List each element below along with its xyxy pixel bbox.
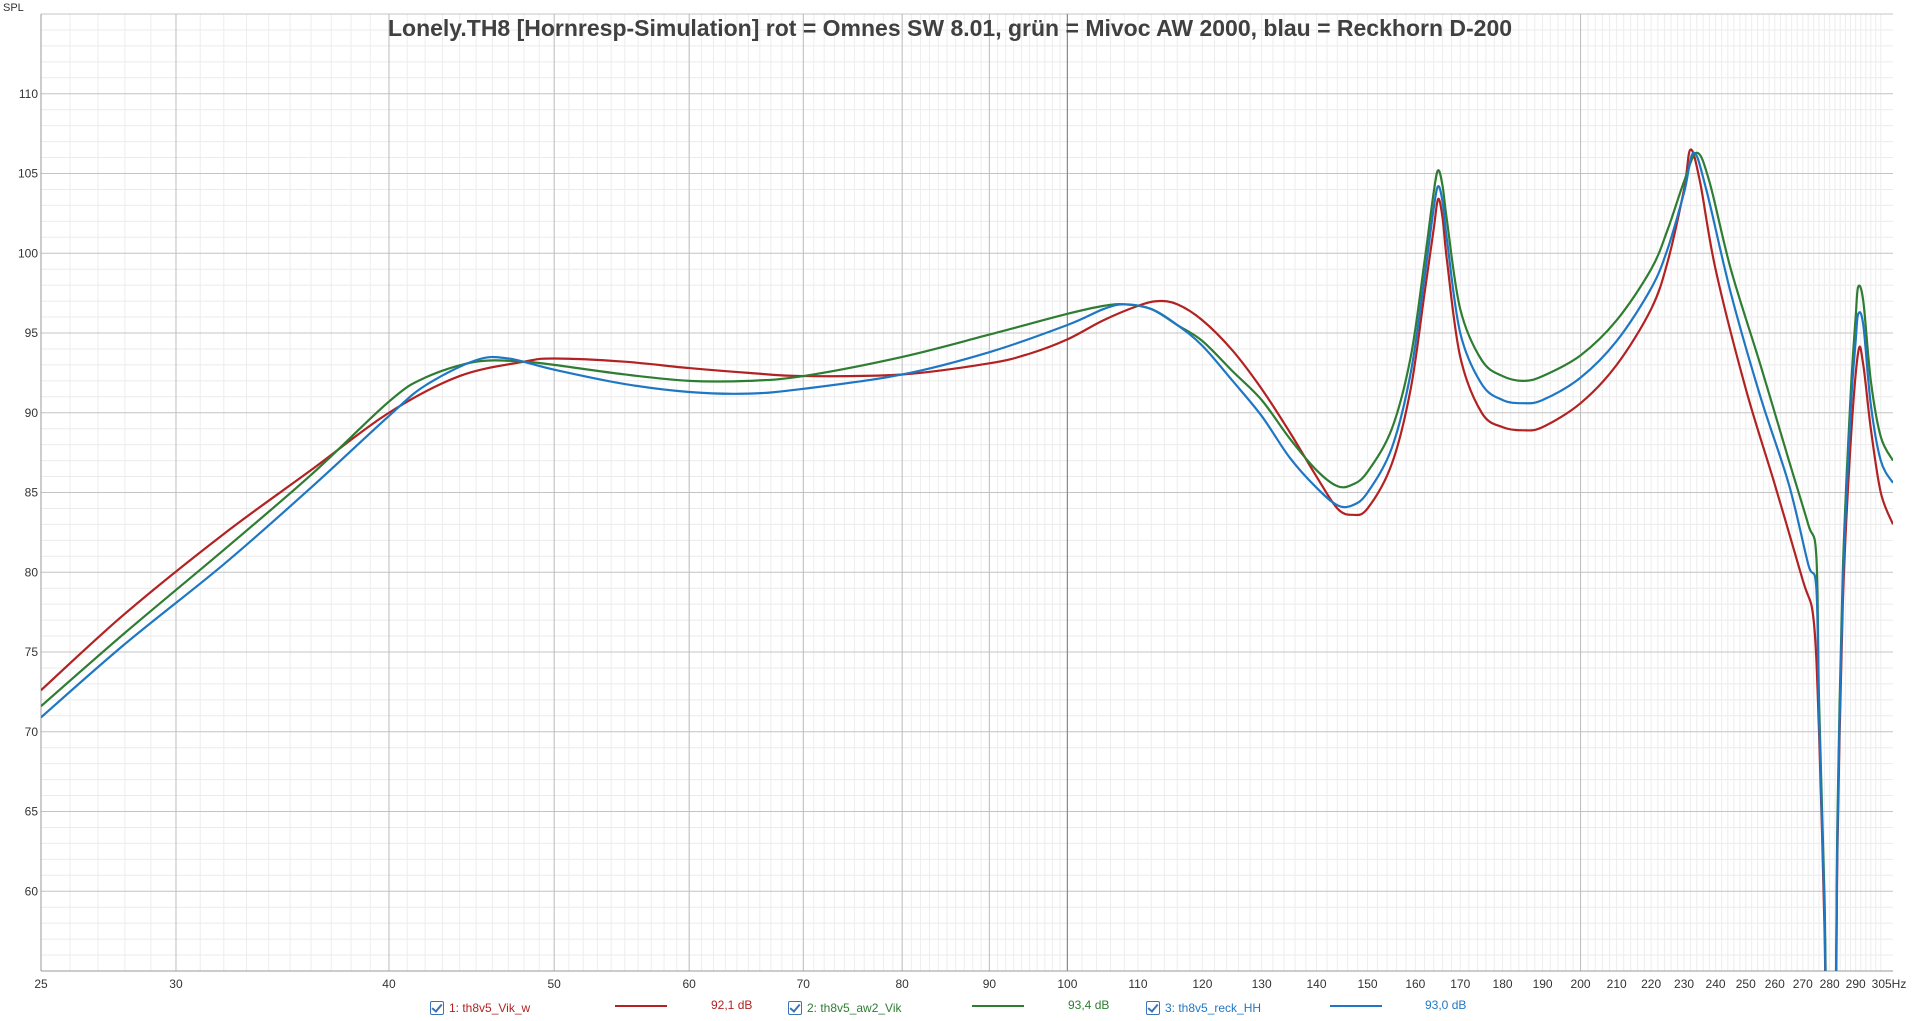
- x-tick-label: 110: [1128, 977, 1147, 991]
- series-2-checkbox-icon[interactable]: [788, 1001, 802, 1015]
- y-tick-label: 100: [18, 246, 38, 260]
- series-3-value: 93,0 dB: [1425, 998, 1467, 1012]
- x-tick-label: 180: [1493, 977, 1513, 991]
- series-1-name: 1: th8v5_Vik_w: [449, 1001, 531, 1015]
- x-tick-label: 60: [682, 977, 696, 991]
- x-tick-label: 150: [1358, 977, 1378, 991]
- y-tick-label: 105: [18, 167, 38, 181]
- x-tick-label: 140: [1306, 977, 1326, 991]
- y-tick-label: 75: [25, 645, 39, 659]
- series-1-legend-line: [615, 1005, 667, 1007]
- x-tick-label: 270: [1793, 977, 1813, 991]
- chart-title: Lonely.TH8 [Hornresp-Simulation] rot = O…: [388, 15, 1512, 41]
- y-tick-labels: 60 65 70 75 80 85 90 95 100 105 110: [18, 87, 38, 899]
- x-tick-label: 120: [1192, 977, 1212, 991]
- series-1-value: 92,1 dB: [711, 998, 753, 1012]
- y-tick-label: 70: [25, 725, 39, 739]
- x-tick-label: 250: [1736, 977, 1756, 991]
- x-tick-label: 50: [548, 977, 562, 991]
- series-3-name: 3: th8v5_reck_HH: [1165, 1001, 1262, 1015]
- x-tick-label: 210: [1607, 977, 1627, 991]
- series-2-name: 2: th8v5_aw2_Vik: [807, 1001, 902, 1015]
- x-tick-label: 80: [895, 977, 909, 991]
- x-tick-label: 230: [1674, 977, 1694, 991]
- x-tick-label: 130: [1252, 977, 1272, 991]
- x-tick-label: 90: [983, 977, 997, 991]
- x-tick-label: 170: [1450, 977, 1470, 991]
- series-layer: [41, 148, 1893, 971]
- x-tick-label: 100: [1057, 977, 1077, 991]
- x-tick-label: 240: [1706, 977, 1726, 991]
- x-tick-label: 70: [797, 977, 811, 991]
- y-tick-label: 85: [25, 486, 39, 500]
- series-2-value: 93,4 dB: [1068, 998, 1110, 1012]
- x-tick-label: 220: [1641, 977, 1661, 991]
- x-tick-label: 260: [1765, 977, 1785, 991]
- series-3-legend-line: [1330, 1005, 1382, 1007]
- legend: 1: th8v5_Vik_w 92,1 dB 2: th8v5_aw2_Vik …: [0, 998, 1920, 1021]
- x-tick-label: 200: [1571, 977, 1591, 991]
- y-tick-label: 60: [25, 884, 39, 898]
- x-tick-label: 40: [382, 977, 396, 991]
- x-tick-label: 30: [169, 977, 183, 991]
- series-line-1: [41, 148, 1893, 971]
- y-tick-label: 110: [19, 87, 38, 101]
- y-tick-label: 80: [25, 565, 39, 579]
- x-tick-label: 280: [1820, 977, 1840, 991]
- x-tick-labels: 25 30 40 50 60 70 80 90 100 110 120 130 140 150 160 170…: [34, 977, 1906, 991]
- x-tick-label: 190: [1533, 977, 1553, 991]
- series-line-2: [41, 151, 1893, 971]
- x-tick-label: 290: [1846, 977, 1866, 991]
- y-axis-label: SPL: [3, 2, 24, 14]
- series-line-3: [41, 151, 1893, 971]
- x-tick-label: 25: [34, 977, 48, 991]
- y-tick-label: 95: [25, 326, 39, 340]
- x-tick-label: 305Hz: [1872, 977, 1907, 991]
- x-tick-label: 160: [1405, 977, 1425, 991]
- series-2-legend-line: [972, 1005, 1024, 1007]
- series-3-checkbox-icon[interactable]: [1146, 1001, 1160, 1015]
- y-tick-label: 65: [25, 805, 39, 819]
- series-1-checkbox-icon[interactable]: [430, 1001, 444, 1015]
- y-tick-label: 90: [25, 406, 39, 420]
